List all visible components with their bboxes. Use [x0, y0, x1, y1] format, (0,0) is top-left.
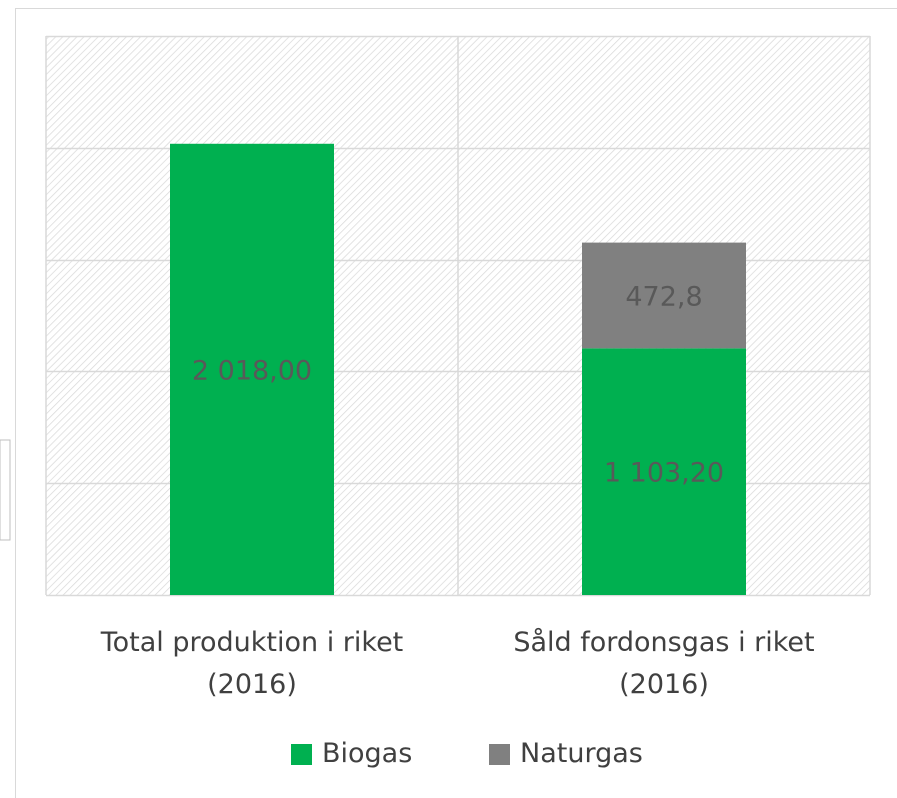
- side-box: [0, 439, 11, 541]
- x-tick-label: Total produktion i riket (2016): [100, 627, 404, 700]
- data-label: 1 103,20: [604, 458, 724, 489]
- data-label: 472,8: [625, 281, 702, 312]
- legend-swatch: [291, 744, 312, 765]
- x-tick-label: Såld fordonsgas i riket (2016): [513, 627, 815, 700]
- legend-label: Biogas: [322, 738, 413, 769]
- bar-segment: [582, 348, 746, 595]
- bar-segment: [582, 242, 746, 349]
- data-label: 2 018,00: [192, 355, 312, 386]
- legend-label: Naturgas: [520, 738, 643, 769]
- bar-segment: [170, 143, 334, 595]
- legend-swatch: [489, 744, 510, 765]
